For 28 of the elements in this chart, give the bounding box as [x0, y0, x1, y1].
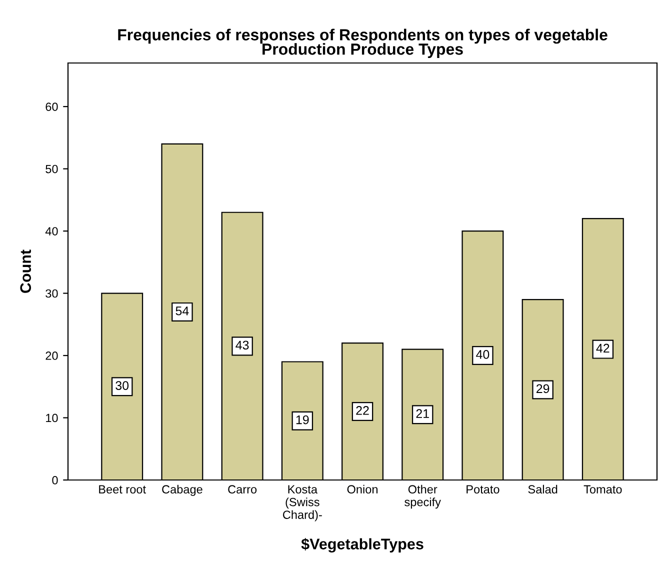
data-label: 22 — [356, 406, 369, 415]
data-label: 42 — [596, 344, 610, 353]
y-tick-label: 30 — [46, 289, 58, 298]
y-tick-label: 10 — [46, 414, 58, 422]
data-label: 54 — [176, 306, 189, 316]
x-tick-label: Potato — [466, 485, 500, 494]
x-tick-label: Tomato — [584, 485, 622, 494]
x-tick-label: Kosta (Swiss Chard)- — [282, 485, 322, 522]
y-tick-label: 20 — [46, 352, 58, 360]
x-tick-label: Other specify — [404, 484, 441, 509]
y-axis-title: Count — [20, 250, 32, 293]
y-tick-label: 50 — [46, 164, 58, 174]
x-tick-label: Beet root — [99, 485, 146, 494]
y-tick-label: 40 — [45, 227, 58, 236]
x-tick-label: Carro — [228, 485, 257, 494]
y-tick-label: 0 — [52, 476, 58, 484]
data-label: 30 — [116, 381, 129, 390]
x-tick-label: Salad — [528, 484, 558, 494]
data-label: 43 — [236, 340, 249, 350]
data-label: 29 — [536, 384, 550, 394]
data-label: 21 — [416, 409, 429, 418]
data-label: 40 — [476, 350, 490, 359]
x-tick-label: Onion — [347, 484, 378, 494]
chart-title: Frequencies of responses of Respondents on types of vegetable Production Produce Types — [118, 28, 608, 58]
x-tick-label: Cabage — [162, 484, 202, 496]
x-axis-title: $VegetableTypes — [301, 538, 424, 553]
y-tick-label: 60 — [46, 102, 58, 111]
data-label: 19 — [296, 415, 309, 424]
